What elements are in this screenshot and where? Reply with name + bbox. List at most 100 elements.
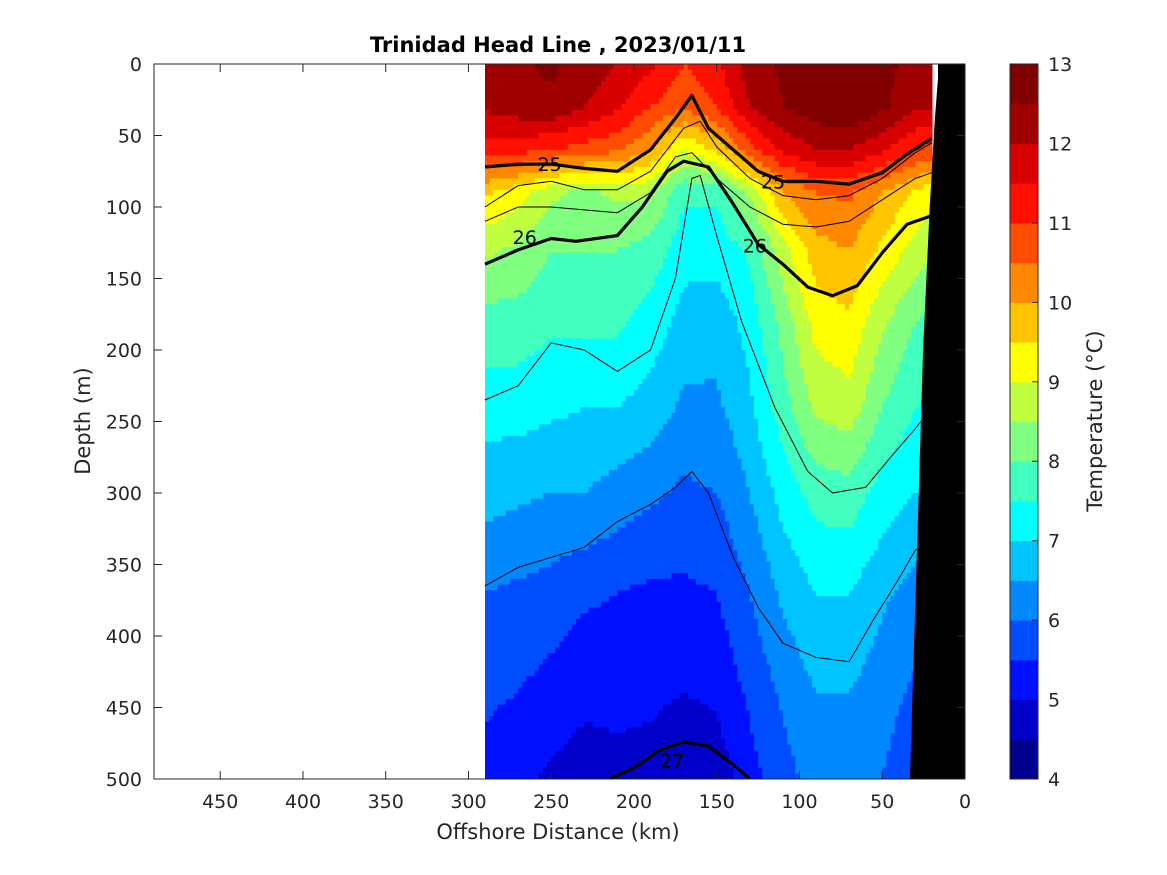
field-cell bbox=[513, 126, 519, 134]
field-cell bbox=[489, 372, 494, 380]
field-cell bbox=[538, 332, 544, 340]
field-cell bbox=[542, 681, 548, 689]
field-cell bbox=[592, 201, 598, 208]
field-cell bbox=[580, 452, 585, 460]
field-cell bbox=[584, 561, 590, 568]
field-cell bbox=[542, 550, 548, 557]
field-cell bbox=[538, 716, 544, 723]
field-cell bbox=[600, 573, 606, 580]
field-cell bbox=[617, 773, 623, 779]
field-cell bbox=[621, 653, 627, 660]
field-cell bbox=[580, 527, 585, 534]
field-cell bbox=[534, 304, 540, 311]
field-cell bbox=[518, 670, 523, 677]
field-cell bbox=[509, 309, 515, 317]
field-cell bbox=[571, 670, 577, 677]
field-cell bbox=[567, 458, 573, 465]
field-cell bbox=[526, 138, 532, 145]
field-cell bbox=[551, 693, 556, 700]
field-cell bbox=[547, 544, 552, 551]
field-cell bbox=[489, 361, 494, 368]
field-cell bbox=[509, 727, 515, 734]
field-cell bbox=[493, 229, 499, 237]
field-cell bbox=[592, 441, 598, 448]
field-cell bbox=[605, 527, 610, 534]
field-cell bbox=[571, 607, 577, 614]
field-cell bbox=[567, 264, 573, 271]
field-cell bbox=[576, 81, 581, 88]
field-cell bbox=[489, 315, 494, 322]
field-cell bbox=[588, 92, 594, 99]
field-cell bbox=[646, 304, 652, 311]
field-cell bbox=[609, 447, 614, 454]
field-cell bbox=[642, 733, 647, 740]
field-cell bbox=[576, 172, 581, 179]
field-cell bbox=[551, 395, 556, 403]
field-cell bbox=[605, 224, 610, 231]
field-cell bbox=[497, 470, 503, 477]
field-cell bbox=[563, 613, 569, 620]
field-cell bbox=[638, 710, 643, 717]
field-cell bbox=[547, 75, 552, 82]
field-cell bbox=[509, 401, 515, 408]
field-cell bbox=[609, 441, 614, 448]
field-cell bbox=[485, 235, 490, 242]
field-cell bbox=[485, 647, 490, 654]
field-cell bbox=[609, 698, 614, 706]
field-cell bbox=[588, 281, 594, 288]
field-cell bbox=[555, 224, 561, 231]
field-cell bbox=[493, 309, 499, 317]
field-cell bbox=[613, 207, 619, 214]
field-cell bbox=[513, 315, 519, 322]
field-cell bbox=[633, 275, 639, 282]
field-cell bbox=[563, 298, 569, 305]
field-cell bbox=[518, 149, 523, 157]
field-cell bbox=[638, 773, 643, 779]
field-cell bbox=[584, 727, 590, 734]
field-cell bbox=[567, 269, 573, 277]
field-cell bbox=[646, 321, 652, 328]
field-cell bbox=[596, 195, 602, 202]
field-cell bbox=[501, 201, 507, 208]
field-cell bbox=[576, 590, 581, 597]
field-cell bbox=[513, 98, 519, 105]
field-cell bbox=[518, 75, 523, 82]
field-cell bbox=[518, 452, 523, 460]
field-cell bbox=[638, 447, 643, 454]
field-cell bbox=[629, 510, 635, 517]
field-cell bbox=[493, 676, 499, 683]
field-cell bbox=[600, 624, 606, 631]
field-cell bbox=[605, 538, 610, 546]
field-cell bbox=[509, 447, 515, 454]
field-cell bbox=[629, 533, 635, 540]
field-cell bbox=[542, 636, 548, 643]
field-cell bbox=[625, 338, 631, 345]
field-cell bbox=[559, 395, 565, 403]
field-cell bbox=[642, 624, 647, 631]
field-cell bbox=[588, 544, 594, 551]
field-cell bbox=[505, 292, 511, 300]
field-cell bbox=[518, 704, 523, 711]
field-cell bbox=[518, 132, 523, 139]
field-cell bbox=[563, 247, 569, 254]
field-cell bbox=[567, 149, 573, 157]
field-cell bbox=[551, 624, 556, 631]
field-cell bbox=[571, 189, 577, 197]
field-cell bbox=[518, 687, 523, 694]
field-cell bbox=[621, 687, 627, 694]
field-cell bbox=[605, 578, 610, 586]
field-cell bbox=[580, 161, 585, 168]
field-cell bbox=[542, 287, 548, 294]
field-cell bbox=[642, 510, 647, 517]
field-cell bbox=[596, 378, 602, 385]
field-cell bbox=[522, 361, 527, 368]
field-cell bbox=[526, 69, 532, 77]
field-cell bbox=[522, 144, 527, 151]
field-cell bbox=[613, 304, 619, 311]
field-cell bbox=[534, 269, 540, 277]
field-cell bbox=[617, 178, 623, 185]
field-cell bbox=[617, 721, 623, 729]
field-cell bbox=[501, 744, 507, 751]
field-cell bbox=[576, 676, 581, 683]
field-cell bbox=[621, 195, 627, 202]
